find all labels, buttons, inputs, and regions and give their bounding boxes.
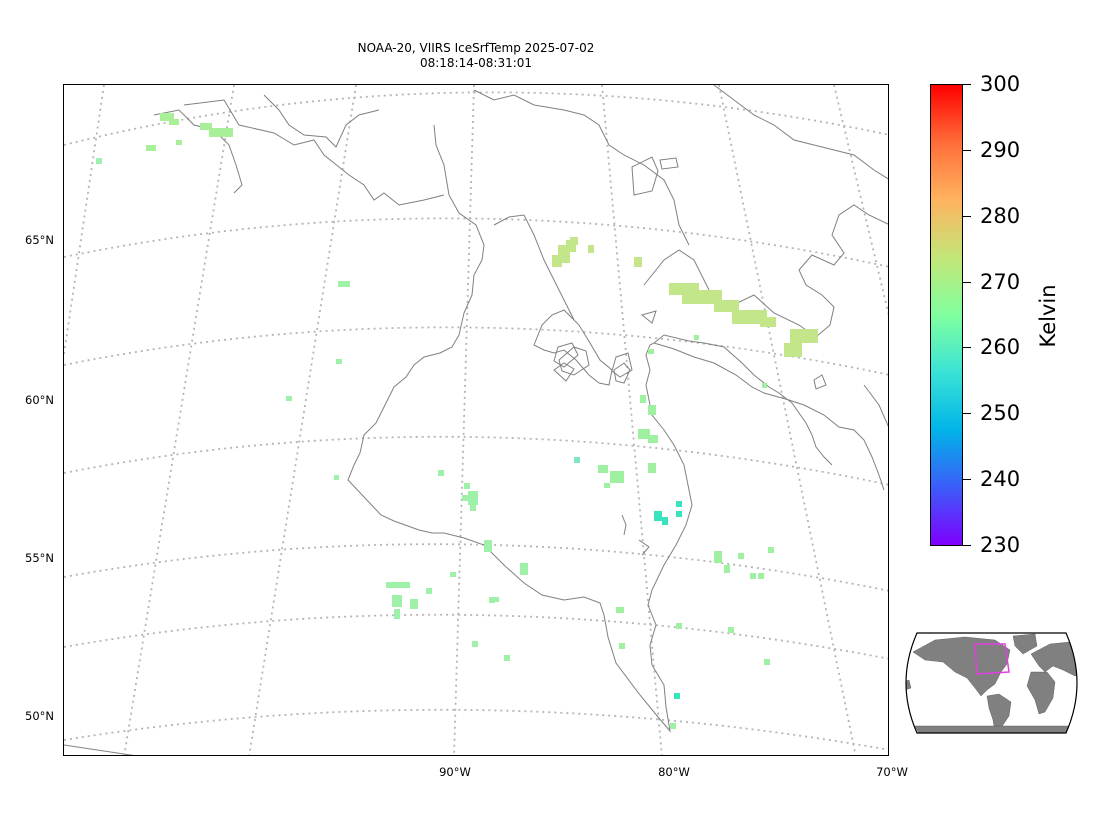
meridian-92w [248,85,357,755]
lat-label-60n: 60°N [25,393,54,407]
parallel-60n [64,435,888,486]
great-whale-islands [638,539,650,556]
graticule [64,85,888,755]
meridian-100w [64,85,105,360]
meridian-85w [601,85,663,755]
hudson-bay-coastline [347,312,833,733]
lat-label-50n: 50°N [25,709,54,723]
lake-small-east [611,352,633,378]
inset-land-africa [1026,671,1056,715]
inset-land-antarctica [914,725,1076,733]
baffin-north-coast [473,89,690,246]
map-svg [64,85,888,755]
arctic-archipelago-coast [183,99,445,206]
colorbar-tick-mark [963,150,971,151]
map-title-line1: NOAA-20, VIIRS IceSrfTemp 2025-07-02 [357,41,595,55]
lake-seal [553,362,575,382]
lake-amadjuak [659,157,679,170]
colorbar-tick-mark [963,347,971,348]
inset-land-north-america [912,636,1011,697]
belcher-islands-coast [621,514,627,536]
parallel-70n [64,91,888,146]
map-title-line2: 08:18:14-08:31:01 [419,56,533,70]
inland-lake-a [640,310,657,324]
baffin-island-south-coast [643,204,888,338]
parallel-55n [64,613,888,660]
meridian-95w [123,85,235,755]
inset-footprint-outline [974,643,1010,675]
arctic-islands-west [153,109,243,194]
pixel-cluster-western-inland [286,281,528,661]
meridian-75w [833,85,888,316]
coats-island-coast [558,346,590,376]
parallel-57n [64,543,888,592]
colorbar-tick-label: 270 [980,270,1021,294]
colorbar-gradient [930,84,963,546]
lake-nettilling [631,156,659,196]
parallel-65n [64,326,888,376]
inset-coast-sw [64,744,135,755]
ice-temperature-pixels [96,113,818,729]
foxe-channel-coast [433,124,485,314]
inset-world-map [905,632,1078,734]
colorbar-tick-label: 250 [980,401,1021,425]
lat-label-65n: 65°N [25,233,54,247]
mansel-island-coast [613,362,631,384]
boothia-coast [263,94,380,148]
inset-land-greenland [1012,633,1038,655]
colorbar-tick-label: 280 [980,204,1021,228]
parallel-50n [64,708,888,751]
melville-peninsula-coast [493,214,575,321]
colorbar-tick-mark [963,282,971,283]
lake-minto [553,342,579,368]
southampton-island-coast [533,309,613,386]
pixel-band-hudson-strait [634,257,818,357]
colorbar-tick-label: 240 [980,467,1021,491]
colorbar-tick-label: 260 [980,335,1021,359]
pixel-cluster-eastern-hudson [574,335,774,729]
baffin-east-coast [713,85,888,180]
colorbar-tick-mark [963,545,971,546]
colorbar-tick-mark [963,84,971,85]
pixel-cluster-southampton [552,237,594,267]
lon-label-90w: 90°W [439,765,471,779]
labrador-coast [863,384,888,427]
colorbar-tick-mark [963,216,971,217]
lon-label-80w: 80°W [658,765,690,779]
meridian-80w [718,85,857,755]
colorbar-tick-label: 290 [980,138,1021,162]
colorbar-tick-mark [963,413,971,414]
inland-lake-b [813,374,827,390]
lon-label-70w: 70°W [876,765,908,779]
nunavik-coast [653,342,885,491]
pixel-cluster-james-bay [654,501,682,699]
coastlines [64,85,888,755]
colorbar-title: Kelvin [1036,284,1060,348]
meridian-90w [453,85,475,755]
colorbar-tick-label: 230 [980,533,1021,557]
inset-land-pacific-islands [906,679,912,691]
colorbar-tick-mark [963,479,971,480]
map-panel [63,84,889,756]
pixel-cluster-north-islands [96,113,233,164]
colorbar-tick-label: 300 [980,72,1021,96]
lat-label-55n: 55°N [25,551,54,565]
